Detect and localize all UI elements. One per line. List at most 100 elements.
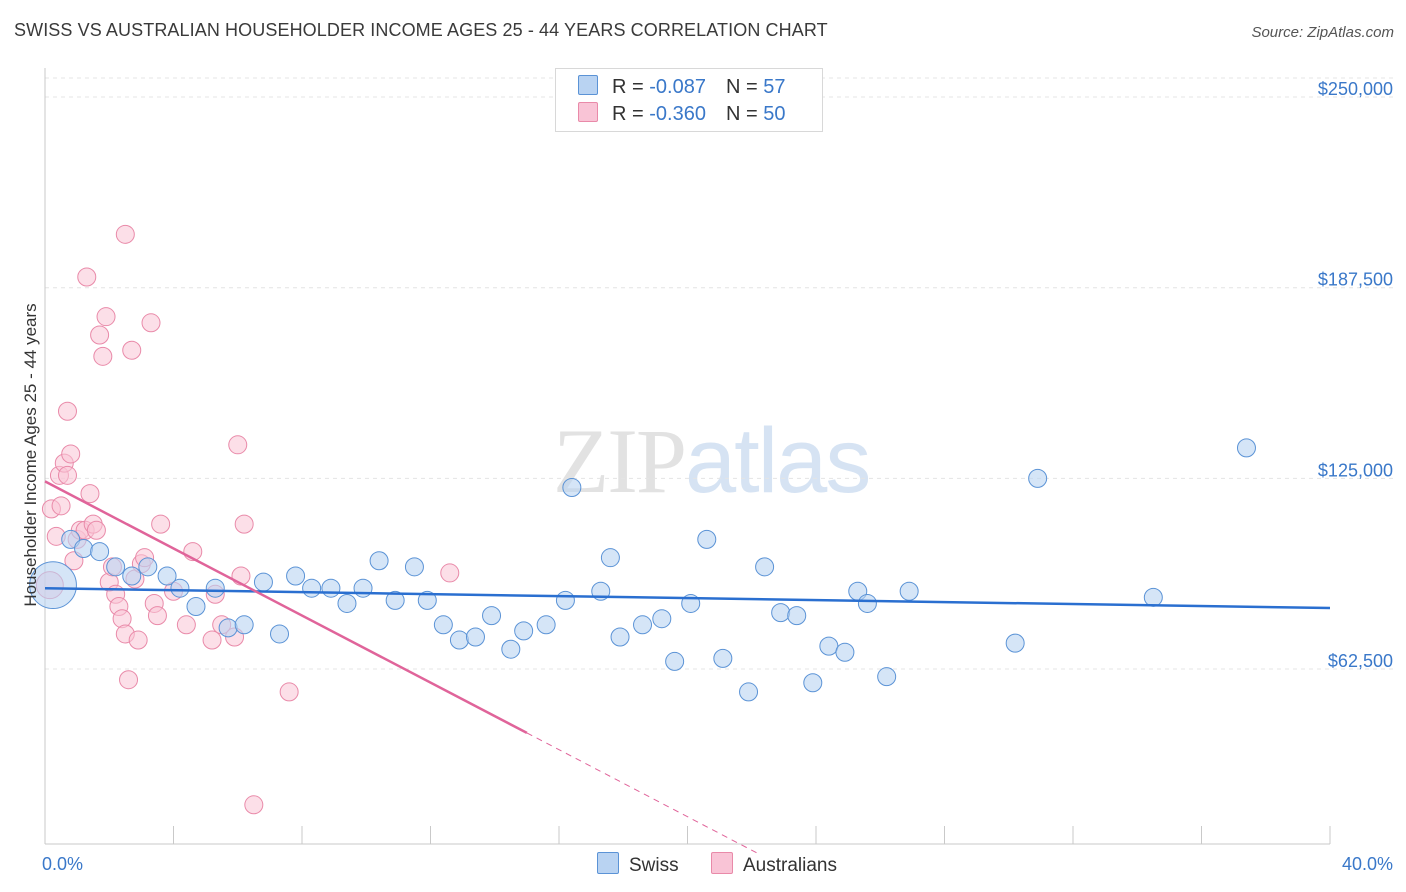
y-tick-label: $187,500 [1318,270,1393,290]
chart-title: SWISS VS AUSTRALIAN HOUSEHOLDER INCOME A… [14,20,828,40]
swiss-point [90,542,110,562]
australians-point [234,514,254,534]
swiss-point [29,561,77,610]
swiss-point [771,603,791,623]
swiss-point [465,627,485,647]
swiss-point [122,566,142,586]
swiss-point [482,606,502,626]
australians-point [57,401,77,421]
swiss-point [1236,438,1256,458]
swiss-point [536,615,556,635]
y-tick-label: $250,000 [1318,79,1393,99]
y-tick-label: $125,000 [1318,460,1393,480]
legend-row-swiss: R = -0.087 N = 57 [578,75,785,99]
australians-point [279,682,299,702]
swiss-point [899,581,919,601]
swiss-r-value: -0.087 [649,76,706,98]
swiss-legend-swatch [597,852,619,874]
swiss-swatch [578,75,598,95]
swiss-point [1028,468,1048,488]
swiss-point [652,609,672,629]
swiss-point [713,648,733,668]
stats-legend: R = -0.087 N = 57 R = -0.360 N = 50 [555,68,823,132]
australians-point [176,615,196,635]
swiss-point [433,615,453,635]
swiss-point [106,557,126,577]
swiss-n-value: 57 [763,76,786,98]
swiss-point [610,627,630,647]
australians-trend-line [44,480,528,734]
swiss-point [1005,633,1025,653]
australians-point [244,795,264,815]
trend-lines [44,480,1331,855]
swiss-r-label: R = [612,76,650,98]
axes [44,68,1331,845]
australians-point [440,563,460,583]
y-tick-label: $62,500 [1328,651,1393,671]
swiss-point [514,621,534,641]
swiss-point [665,651,685,671]
swiss-point [138,557,158,577]
australians-point [147,606,167,626]
swiss-point [337,593,357,613]
swiss-point [205,578,225,598]
legend-item-swiss[interactable]: Swiss [597,852,679,877]
swiss-point [803,673,823,693]
australians-point [151,514,171,534]
swiss-point [270,624,290,644]
swiss-point [417,590,437,610]
australians-points [35,224,460,815]
x-tick-label: 40.0% [1342,854,1393,874]
australians-r-value: -0.360 [649,103,706,125]
swiss-legend-label: Swiss [629,855,679,876]
australians-point [57,465,77,485]
swiss-point [218,618,238,638]
australians-point [86,520,106,540]
australians-trend-extension [526,732,759,855]
y-axis-label: Householder Income Ages 25 - 44 years [21,303,40,606]
australians-legend-swatch [711,852,733,874]
swiss-trend-line [44,586,1331,610]
australians-point [51,496,71,516]
australians-point [141,313,161,333]
australians-point [128,630,148,650]
swiss-point [739,682,759,702]
swiss-point [562,478,582,498]
australians-n-value: 50 [763,103,786,125]
australians-point [228,435,248,455]
australians-point [96,307,116,327]
swiss-point [385,590,405,610]
swiss-point [633,615,653,635]
swiss-point [501,639,521,659]
source-label: Source: ZipAtlas.com [1251,24,1394,41]
swiss-point [186,596,206,616]
australians-n-label: N = [725,103,764,125]
australians-r-label: R = [612,103,650,125]
australians-point [61,444,81,464]
swiss-point [61,529,81,549]
swiss-point [286,566,306,586]
legend-item-australians[interactable]: Australians [711,852,837,877]
australians-point [80,484,100,504]
swiss-point [302,578,322,598]
swiss-point [74,539,94,559]
australians-point [119,670,139,690]
swiss-point [755,557,775,577]
swiss-point [353,578,373,598]
swiss-point [697,529,717,549]
swiss-point [253,572,273,592]
australians-point [115,224,135,244]
swiss-point [787,606,807,626]
legend-row-australians: R = -0.360 N = 50 [578,102,785,126]
swiss-n-label: N = [725,76,764,98]
swiss-point [157,566,177,586]
swiss-point [600,548,620,568]
swiss-point [555,590,575,610]
australians-point [202,630,222,650]
swiss-point [1143,587,1163,607]
swiss-point [321,578,341,598]
watermark-atlas: atlas [685,410,871,512]
swiss-point [449,630,469,650]
australians-point [90,325,110,345]
